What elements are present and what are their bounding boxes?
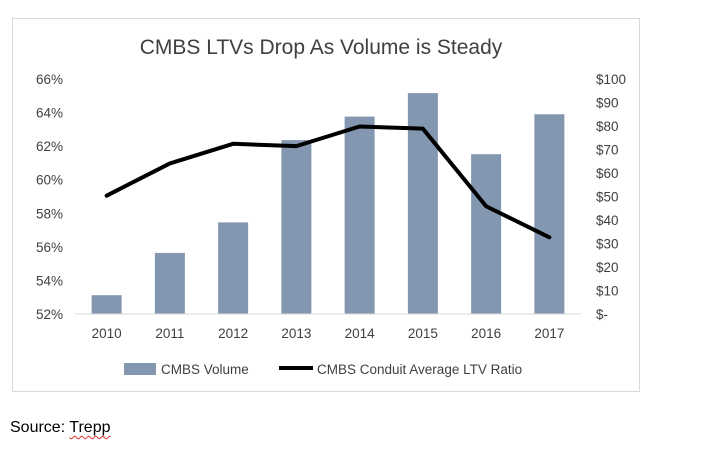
x-axis: 2010 2011 2012 2013 2014 2015 2016 2017 [75, 313, 581, 341]
left-tick-label: 64% [36, 106, 63, 121]
source-prefix: Source: [10, 419, 70, 436]
right-tick-label: $70 [596, 143, 619, 158]
right-tick-label: $40 [596, 213, 619, 228]
left-tick-label: 52% [36, 307, 63, 322]
left-tick-label: 56% [36, 240, 63, 255]
x-tick-label: 2017 [534, 326, 564, 341]
bar-2017 [534, 114, 565, 314]
ltv-ratio-line [104, 124, 552, 240]
right-tick-label: $100 [596, 72, 626, 87]
right-tick-label: $60 [596, 166, 619, 181]
left-axis: 52% 54% 56% 58% 60% 62% 64% 66% [36, 72, 63, 322]
right-tick-label: $30 [596, 237, 619, 252]
legend: CMBS Volume CMBS Conduit Average LTV Rat… [124, 362, 522, 377]
left-tick-label: 66% [36, 72, 63, 87]
right-tick-label: $20 [596, 260, 619, 275]
ltv-point-2016 [485, 205, 487, 207]
right-tick-label: $50 [596, 190, 619, 205]
legend-label-ltv-ratio: CMBS Conduit Average LTV Ratio [317, 362, 522, 377]
ltv-point-2015 [422, 128, 424, 130]
x-tick-label: 2015 [408, 326, 438, 341]
ltv-point-2013 [295, 145, 297, 147]
bars-layer [91, 93, 565, 314]
legend-swatch-cmbs-volume [124, 363, 156, 375]
ltv-point-2010 [106, 195, 108, 197]
combo-chart: CMBS LTVs Drop As Volume is Steady 52% 54… [36, 36, 626, 377]
right-tick-label: $10 [596, 284, 619, 299]
chart-frame: CMBS LTVs Drop As Volume is Steady 52% 54… [12, 18, 640, 392]
left-tick-label: 62% [36, 139, 63, 154]
x-tick-label: 2013 [281, 326, 311, 341]
x-tick-label: 2016 [471, 326, 501, 341]
x-tick-label: 2014 [345, 326, 376, 341]
source-note: Source: Trepp [10, 419, 111, 437]
x-tick-label: 2011 [155, 326, 184, 341]
right-tick-label: $80 [596, 119, 619, 134]
bar-2015 [407, 93, 438, 314]
right-axis: $- $10 $20 $30 $40 $50 $60 $70 $80 $90 $100 [596, 72, 626, 322]
left-tick-label: 54% [36, 273, 63, 288]
bar-2016 [471, 154, 502, 314]
legend-label-cmbs-volume: CMBS Volume [161, 362, 249, 377]
line-layer [104, 124, 552, 240]
bar-2011 [154, 252, 185, 314]
ltv-point-2014 [359, 126, 361, 128]
left-tick-label: 58% [36, 206, 63, 221]
ltv-point-2017 [548, 236, 550, 238]
x-tick-label: 2012 [218, 326, 248, 341]
bar-2013 [281, 140, 312, 314]
ltv-point-2012 [232, 143, 234, 145]
bar-2010 [91, 295, 122, 314]
chart-title: CMBS LTVs Drop As Volume is Steady [140, 36, 503, 59]
left-tick-label: 60% [36, 173, 63, 188]
ltv-point-2011 [169, 162, 171, 164]
source-name: Trepp [69, 419, 111, 436]
bar-2014 [344, 116, 375, 314]
x-tick-label: 2010 [92, 326, 122, 341]
bar-2012 [218, 222, 249, 314]
right-tick-label: $90 [596, 96, 619, 111]
right-tick-label: $- [596, 307, 608, 322]
